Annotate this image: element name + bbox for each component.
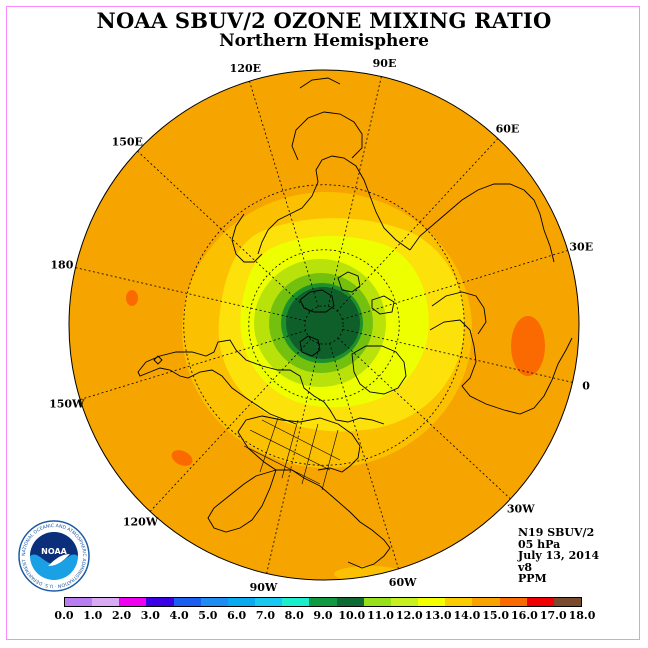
- noaa-logo-icon: NATIONAL OCEANIC AND ATMOSPHERIC ADMINIS…: [18, 520, 90, 592]
- logo-bird: [48, 554, 70, 566]
- colorbar-segment: [282, 598, 310, 606]
- colorbar-tick-label: 4.0: [169, 609, 189, 622]
- latitude-circle: [183, 184, 465, 466]
- colorbar-segment: [309, 598, 337, 606]
- longitude-label: 150W: [49, 398, 85, 411]
- page-subtitle: Northern Hemisphere: [219, 31, 429, 51]
- high-ozone-spot: [126, 290, 138, 306]
- colorbar-segment: [65, 598, 93, 606]
- colorbar-tick-label: 6.0: [227, 609, 247, 622]
- meridian-line: [327, 76, 382, 307]
- colorbar-ticks: 0.0 1.0 2.0 3.0 4.0 5.0 6.0 7.0 8.0 9.0 10.0 11.0 12…: [54, 609, 595, 623]
- high-ozone-spot: [511, 316, 545, 376]
- colorbar-tick-label: 10.0: [338, 609, 366, 622]
- colorbar-segment: [200, 598, 228, 606]
- colorbar-tick-label: 11.0: [367, 609, 394, 622]
- page-title: NOAA SBUV/2 OZONE MIXING RATIO: [96, 8, 552, 33]
- info-line: PPM: [518, 572, 547, 585]
- colorbar-tick-label: 1.0: [83, 609, 103, 622]
- colorbar-tick-label: 16.0: [511, 609, 538, 622]
- meridian-line: [149, 338, 312, 512]
- colorbar-tick-label: 9.0: [313, 609, 333, 622]
- meridian-line: [137, 150, 311, 313]
- longitude-label: 0: [582, 380, 590, 393]
- meridian-line: [337, 337, 511, 500]
- colorbar-tick-label: 12.0: [395, 609, 423, 622]
- high-ozone-spot: [171, 450, 193, 466]
- colorbar-tick-label: 0.0: [54, 609, 74, 622]
- latitude-circle: [304, 305, 344, 345]
- logo-text: NOAA: [41, 547, 67, 556]
- meridian-line: [336, 138, 499, 312]
- colorbar: [64, 597, 582, 607]
- longitude-label: 30W: [507, 502, 535, 515]
- colorbar-tick-label: 18.0: [568, 609, 596, 622]
- info-line: v8: [518, 560, 533, 574]
- colorbar-segment: [499, 598, 527, 606]
- colorbar-tick-label: 13.0: [424, 609, 452, 622]
- longitude-label: 30E: [569, 240, 593, 253]
- info-line: 05 hPa: [518, 537, 561, 551]
- meridian-line: [342, 328, 573, 383]
- colorbar-segment: [227, 598, 256, 606]
- colorbar-tick-label: 2.0: [111, 609, 132, 622]
- colorbar-segment: [363, 598, 391, 606]
- colorbar-segment: [119, 598, 147, 606]
- colorbar-tick-label: 3.0: [140, 609, 160, 622]
- meridian-line: [342, 250, 568, 320]
- colorbar-tick-label: 15.0: [482, 609, 510, 622]
- colorbar-segment: [336, 598, 364, 606]
- latitude-circle: [248, 249, 400, 401]
- colorbar-segment: [472, 598, 500, 606]
- colorbar-tick-label: 5.0: [198, 609, 218, 622]
- info-block: N19 SBUV/2 05 hPa July 13, 2014 v8 PPM: [518, 527, 599, 585]
- colorbar-tick-label: 14.0: [453, 609, 481, 622]
- longitude-label: 180: [50, 258, 73, 271]
- colorbar-segment: [255, 598, 283, 606]
- colorbar-tick-label: 17.0: [539, 609, 567, 622]
- meridian-line: [249, 81, 319, 307]
- ozone-field: [69, 70, 579, 580]
- longitude-label: 60E: [496, 122, 520, 135]
- meridian-line: [75, 267, 306, 322]
- info-line: N19 SBUV/2: [518, 526, 595, 539]
- longitude-labels: 90E 60E 30E 0 30W 60W 90W 120W 150W 180 150E 120E: [49, 57, 593, 594]
- graticule: [75, 76, 573, 574]
- colorbar-tick-label: 7.0: [255, 609, 275, 622]
- meridian-line: [329, 343, 399, 569]
- colorbar-segment: [418, 598, 446, 606]
- coastlines: [99, 77, 573, 569]
- longitude-label: 60W: [389, 576, 417, 589]
- colorbar-segment: [146, 598, 174, 606]
- longitude-label: 90E: [373, 57, 397, 70]
- colorbar-tick-label: 8.0: [284, 609, 304, 622]
- colorbar-segment: [92, 598, 120, 606]
- colorbar-segment: [526, 598, 554, 606]
- info-line: July 13, 2014: [518, 549, 600, 562]
- longitude-label: 90W: [250, 581, 278, 594]
- colorbar-segment: [553, 598, 581, 606]
- longitude-label: 150E: [112, 136, 143, 149]
- longitude-label: 120E: [230, 62, 261, 75]
- meridian-line: [266, 343, 321, 574]
- colorbar-segment: [390, 598, 419, 606]
- meridian-line: [80, 330, 306, 400]
- longitude-label: 120W: [123, 516, 159, 529]
- colorbar-segment: [445, 598, 473, 606]
- figure-frame: [6, 6, 640, 640]
- colorbar-segment: [173, 598, 201, 606]
- map-border: [68, 69, 580, 581]
